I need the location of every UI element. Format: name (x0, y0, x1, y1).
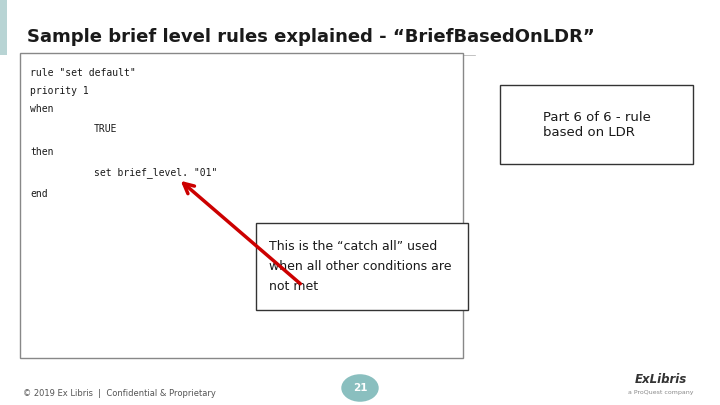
Bar (20, 53, 463, 358)
Text: 21: 21 (353, 383, 367, 393)
Text: Part 6 of 6 - rule
based on LDR: Part 6 of 6 - rule based on LDR (543, 111, 651, 139)
Text: a ProQuest company: a ProQuest company (629, 390, 693, 394)
Text: when: when (30, 104, 54, 114)
Text: .: . (666, 373, 670, 386)
Text: then: then (30, 147, 54, 157)
Text: Sample brief level rules explained - “BriefBasedOnLDR”: Sample brief level rules explained - “Br… (27, 28, 595, 46)
Bar (500, 85, 693, 164)
Text: rule "set default": rule "set default" (30, 68, 136, 78)
Ellipse shape (341, 374, 379, 402)
Bar (0, 0, 7, 55)
Text: TRUE: TRUE (94, 124, 117, 134)
Text: ExLibris: ExLibris (635, 373, 687, 386)
Text: This is the “catch all” used
when all other conditions are
not met: This is the “catch all” used when all ot… (269, 240, 451, 293)
Text: priority 1: priority 1 (30, 86, 89, 96)
Text: set brief_level. "01": set brief_level. "01" (94, 167, 217, 177)
Text: © 2019 Ex Libris  |  Confidential & Proprietary: © 2019 Ex Libris | Confidential & Propri… (23, 389, 216, 398)
Bar (256, 223, 468, 310)
Text: end: end (30, 190, 48, 199)
